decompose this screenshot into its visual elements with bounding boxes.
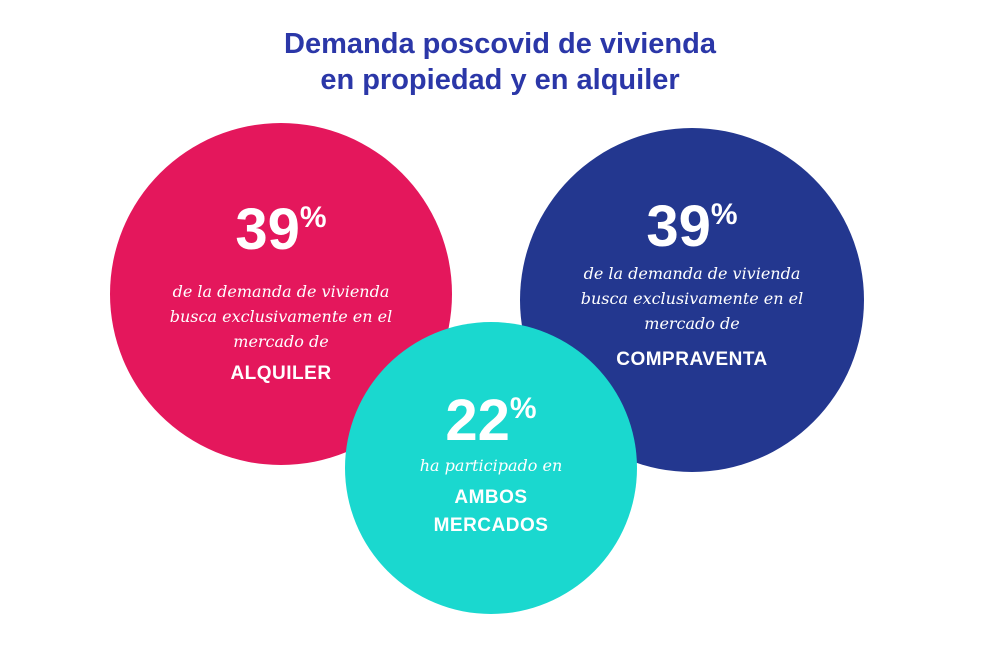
bubble-compraventa-value: 39	[646, 194, 711, 259]
bubble-alquiler-desc-line-2: busca exclusivamente en el	[169, 307, 393, 326]
bubble-ambos-desc-line-1: ha participado en	[419, 456, 563, 475]
bubble-compraventa-percent: 39%	[520, 198, 864, 256]
bubble-compraventa-desc-line-3: mercado de	[644, 314, 740, 333]
bubble-alquiler-value: 39	[235, 197, 300, 262]
bubble-compraventa-desc-line-2: busca exclusivamente en el	[580, 289, 804, 308]
bubble-ambos: 22% ha participado en AMBOS MERCADOS	[345, 322, 637, 614]
chart-title: Demanda poscovid de vivienda en propieda…	[0, 26, 1000, 98]
bubble-alquiler-desc-line-3: mercado de	[233, 332, 329, 351]
chart-title-line-2: en propiedad y en alquiler	[320, 64, 680, 96]
bubble-ambos-market-line-1: AMBOS	[454, 487, 528, 508]
bubble-ambos-percent: 22%	[345, 392, 637, 450]
bubble-compraventa-unit: %	[710, 198, 738, 231]
bubble-alquiler-market-line-1: ALQUILER	[230, 363, 332, 384]
chart-title-line-1: Demanda poscovid de vivienda	[284, 28, 716, 60]
bubble-alquiler-market: ALQUILER	[110, 360, 452, 388]
bubble-ambos-unit: %	[509, 392, 537, 425]
bubble-ambos-value: 22	[445, 388, 510, 453]
bubble-compraventa-desc-line-1: de la demanda de vivienda	[583, 264, 801, 283]
bubble-compraventa-market: COMPRAVENTA	[520, 346, 864, 374]
bubble-compraventa-market-line-1: COMPRAVENTA	[616, 349, 768, 370]
bubble-ambos-market-line-2: MERCADOS	[433, 515, 549, 536]
bubble-ambos-description: ha participado en	[345, 453, 637, 478]
bubble-ambos-market: AMBOS MERCADOS	[345, 484, 637, 540]
bubble-alquiler-percent: 39%	[110, 201, 452, 259]
bubble-compraventa-description: de la demanda de vivienda busca exclusiv…	[520, 261, 864, 336]
bubble-alquiler-unit: %	[299, 201, 327, 234]
bubble-alquiler: 39% de la demanda de vivienda busca excl…	[110, 123, 452, 465]
bubble-alquiler-desc-line-1: de la demanda de vivienda	[172, 282, 390, 301]
bubble-alquiler-description: de la demanda de vivienda busca exclusiv…	[110, 279, 452, 354]
